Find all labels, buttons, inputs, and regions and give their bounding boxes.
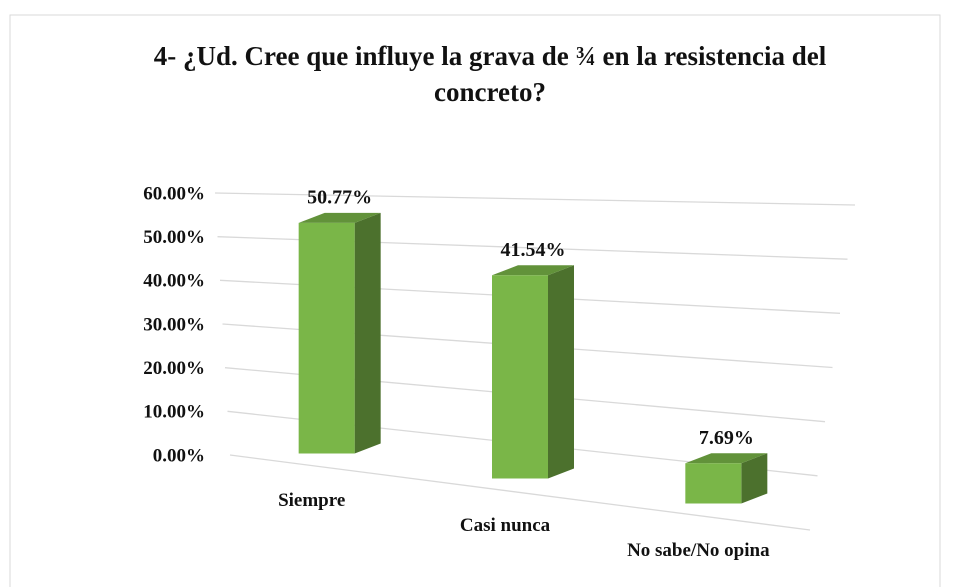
bar-side bbox=[741, 453, 768, 504]
bar-top bbox=[685, 453, 768, 464]
bar-top bbox=[298, 212, 381, 223]
bar-top bbox=[492, 265, 574, 276]
chart-title: 4- ¿Ud. Cree que influye la grava de ¾ e… bbox=[153, 41, 827, 107]
bar bbox=[492, 265, 574, 479]
bar-front bbox=[492, 275, 548, 479]
y-tick-label: 50.00% bbox=[143, 227, 205, 248]
x-tick-label: Casi nunca bbox=[460, 515, 551, 536]
bar-front bbox=[685, 463, 742, 504]
y-tick-label: 30.00% bbox=[143, 314, 205, 335]
data-label: 50.77% bbox=[307, 187, 372, 209]
x-tick-label: No sabe/No opina bbox=[627, 540, 770, 561]
y-tick-label: 0.00% bbox=[153, 445, 205, 466]
y-tick-label: 60.00% bbox=[143, 183, 205, 204]
x-tick-label: Siempre bbox=[278, 490, 345, 511]
data-label: 41.54% bbox=[501, 239, 566, 261]
y-tick-label: 20.00% bbox=[143, 358, 205, 379]
grid-line bbox=[214, 192, 856, 206]
bar-front bbox=[298, 222, 355, 454]
bar-side bbox=[354, 212, 381, 454]
bar bbox=[298, 212, 381, 454]
y-tick-label: 40.00% bbox=[143, 271, 205, 292]
bar bbox=[685, 453, 768, 504]
bar-side bbox=[548, 265, 574, 479]
data-label: 7.69% bbox=[699, 427, 754, 449]
y-tick-label: 10.00% bbox=[143, 402, 205, 423]
grid-line bbox=[229, 454, 811, 531]
chart-border bbox=[9, 14, 941, 587]
